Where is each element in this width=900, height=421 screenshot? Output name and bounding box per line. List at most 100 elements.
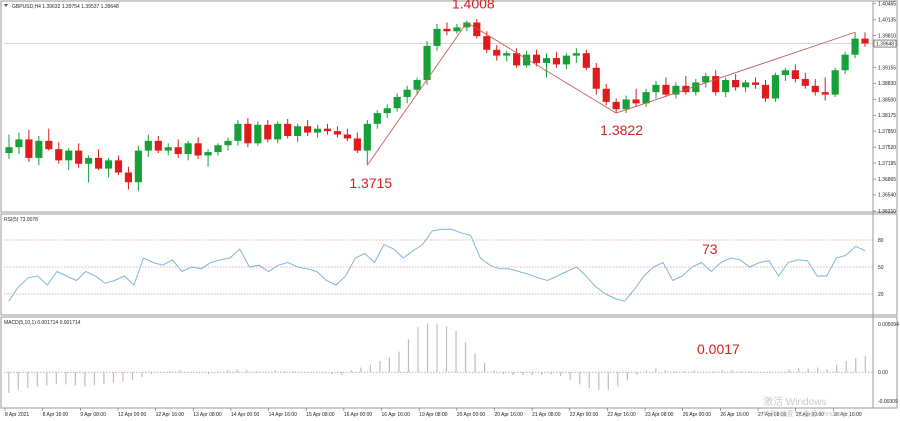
candle-body xyxy=(323,128,332,132)
candle-body xyxy=(284,123,292,136)
macd-panel xyxy=(0,316,898,409)
candle-body xyxy=(65,150,73,161)
candle-body xyxy=(264,124,272,140)
time-tick-label: 20 Apr 00:00 xyxy=(457,412,486,418)
macd-series xyxy=(4,323,873,393)
time-tick-label: 22 Apr 00:00 xyxy=(570,412,599,418)
candle-body xyxy=(801,79,809,86)
candle-body xyxy=(234,123,242,141)
candle-body xyxy=(433,28,441,46)
time-tick-label: 14 Apr 16:00 xyxy=(269,412,298,418)
macd-annotation: 0.0017 xyxy=(697,341,740,357)
time-tick-label: 12 Apr 00:00 xyxy=(118,412,147,418)
annotation-low-left: 1.3715 xyxy=(349,175,392,191)
candle-body xyxy=(15,139,23,148)
candle-body xyxy=(373,113,381,124)
collapse-triangle-icon[interactable] xyxy=(4,4,8,7)
candle-body xyxy=(821,92,829,95)
candle-body xyxy=(413,79,421,90)
rsi-panel xyxy=(0,213,898,316)
candle-body xyxy=(304,126,312,133)
trend-line xyxy=(466,22,617,114)
macd-tick-label: 0.00 xyxy=(878,370,888,376)
candle-body xyxy=(791,70,799,80)
time-tick-label: 19 Apr 08:00 xyxy=(419,412,448,418)
candle-body xyxy=(154,140,162,151)
price-tick-label: 1.40135 xyxy=(878,18,896,24)
candle-body xyxy=(562,55,570,65)
time-tick-label: 16 Apr 00:00 xyxy=(344,412,373,418)
time-tick-label: 26 Apr 16:00 xyxy=(720,412,749,418)
candle-body xyxy=(274,123,282,140)
candle-body xyxy=(5,147,13,154)
candle-body xyxy=(552,58,561,65)
price-tick-label: 1.39155 xyxy=(878,65,896,71)
price-tick-label: 1.36540 xyxy=(878,193,896,199)
time-tick-label: 28 Apr 00:00 xyxy=(796,412,825,418)
candle-body xyxy=(642,92,650,104)
time-tick-label: 14 Apr 00:00 xyxy=(231,412,260,418)
price-tick-label: 1.40465 xyxy=(878,2,896,8)
price-series xyxy=(4,19,873,192)
candle-body xyxy=(204,152,212,156)
time-tick-label: 22 Apr 16:00 xyxy=(607,412,636,418)
candle-body xyxy=(393,97,401,109)
macd-tick-label: 0.005094 xyxy=(878,322,899,328)
candle-body xyxy=(124,172,133,183)
candle-body xyxy=(672,85,680,95)
candle-body xyxy=(104,160,113,169)
candle-body xyxy=(602,88,610,102)
trend-line xyxy=(366,22,468,166)
price-tick-label: 1.36865 xyxy=(878,177,896,183)
price-tick-label: 1.37520 xyxy=(878,145,896,151)
candle-body xyxy=(771,75,780,99)
candle-body xyxy=(144,140,152,151)
current-price-label: 1.39648 xyxy=(876,42,894,48)
candle-body xyxy=(503,53,511,56)
candle-body xyxy=(831,70,839,95)
time-tick-label: 8 Apr 16:00 xyxy=(43,412,69,418)
time-tick-label: 23 Apr 08:00 xyxy=(645,412,674,418)
candle-body xyxy=(662,84,670,95)
annotation-low-right: 1.3822 xyxy=(600,122,643,138)
rsi-annotation: 73 xyxy=(702,241,718,257)
candle-body xyxy=(333,131,342,135)
candle-body xyxy=(692,82,700,93)
watermark-subtitle: 转到"设置"以激活 Windows。 xyxy=(763,409,854,418)
time-tick-label: 13 Apr 08:00 xyxy=(193,412,222,418)
candle-body xyxy=(712,76,720,93)
candle-body xyxy=(94,157,103,169)
candle-body xyxy=(781,70,789,76)
price-tick-label: 1.37850 xyxy=(878,129,896,135)
price-tick-label: 1.38500 xyxy=(878,97,896,103)
candle-body xyxy=(35,140,43,158)
current-price-tag xyxy=(873,39,897,48)
candle-body xyxy=(75,150,83,164)
time-tick-label: 9 Apr 08:00 xyxy=(80,412,106,418)
watermark-title: 激活 Windows xyxy=(763,395,826,408)
candle-body xyxy=(861,38,869,44)
rsi-tick-label: 80 xyxy=(878,238,884,244)
candle-body xyxy=(532,54,541,63)
trend-line xyxy=(616,31,856,114)
candle-body xyxy=(622,99,630,110)
time-tick-label: 12 Apr 16:00 xyxy=(156,412,185,418)
price-tick-label: 1.39810 xyxy=(878,33,896,39)
candle-body xyxy=(214,145,222,153)
candle-body xyxy=(493,49,501,56)
candle-body xyxy=(682,85,690,93)
candle-body xyxy=(612,101,620,110)
time-tick-label: 26 Apr 00:00 xyxy=(683,412,712,418)
price-tick-label: 1.36210 xyxy=(878,209,896,215)
candle-body xyxy=(383,108,391,114)
candle-body xyxy=(194,143,202,156)
candle-body xyxy=(294,126,302,136)
candle-body xyxy=(722,79,730,93)
time-tick-label: 28 Apr 16:00 xyxy=(833,412,862,418)
candle-body xyxy=(483,36,491,50)
macd-tick-label: -0.00309 xyxy=(878,399,898,405)
candle-body xyxy=(244,123,252,144)
candle-body xyxy=(473,22,481,37)
candle-body xyxy=(652,84,660,93)
